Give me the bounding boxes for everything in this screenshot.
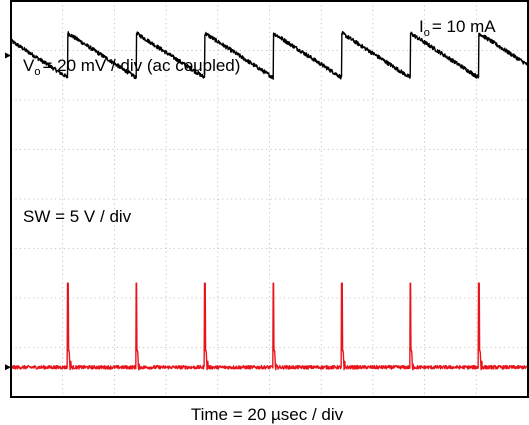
vout-scale-label: Vo = 20 mV / div (ac coupled) — [23, 56, 240, 78]
sw-scale-label: SW = 5 V / div — [23, 207, 132, 226]
vout-trace — [10, 30, 529, 80]
sw-trace-group — [10, 282, 529, 371]
vout-trace-group — [10, 30, 529, 80]
vout-ground-marker — [5, 52, 11, 59]
x-axis-label: Time = 20 µsec / div — [191, 405, 344, 424]
grid — [11, 1, 528, 397]
load-current-label: Io = 10 mA — [419, 17, 496, 39]
plot-frame — [10, 0, 529, 398]
ground-markers — [5, 52, 11, 371]
sw-ground-marker — [5, 364, 11, 371]
sw-trace — [10, 282, 529, 371]
